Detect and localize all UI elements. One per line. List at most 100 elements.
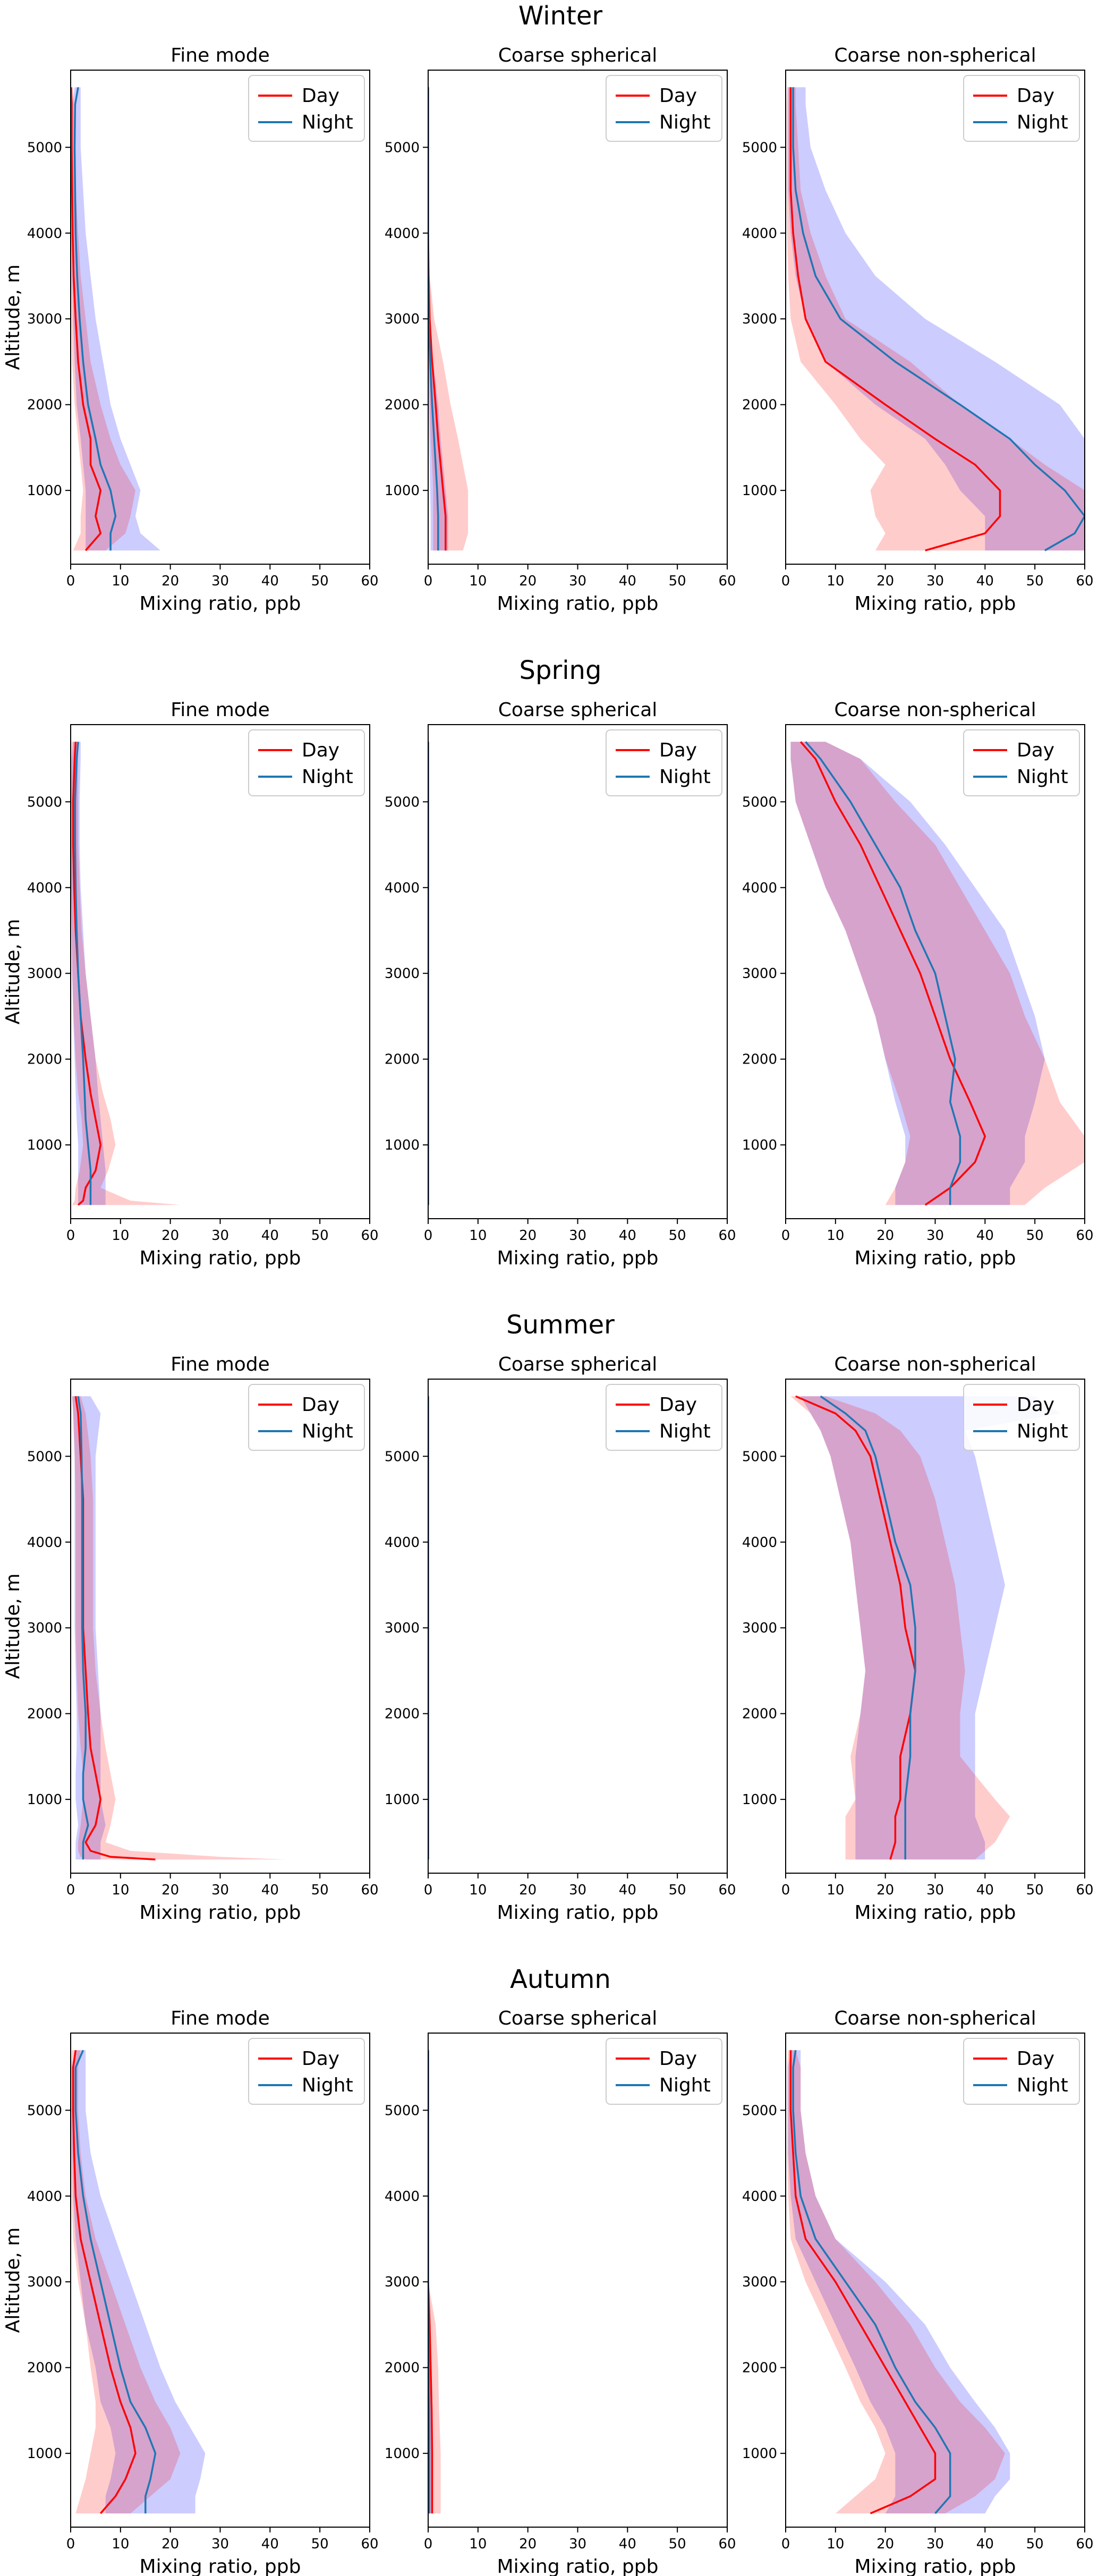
x-tick-label: 40 [619, 2536, 636, 2552]
series-line-night [805, 741, 961, 1205]
x-tick-label: 10 [469, 2536, 487, 2552]
x-tick-label: 20 [161, 2536, 179, 2552]
panel-title: Coarse spherical [498, 699, 658, 721]
x-tick-label: 40 [619, 1228, 636, 1244]
x-tick-label: 10 [827, 2536, 844, 2552]
y-tick-label: 5000 [27, 140, 62, 156]
panel-title: Coarse spherical [498, 1354, 658, 1375]
legend-label-night: Night [302, 112, 353, 133]
y-tick-label: 2000 [27, 2360, 62, 2376]
plot-area [787, 2050, 1010, 2514]
x-tick-label: 0 [781, 1882, 790, 1898]
plot-area [72, 1396, 285, 1860]
band-night [71, 2050, 206, 2514]
y-tick-label: 1000 [742, 483, 777, 499]
x-axis-label: Mixing ratio, ppb [140, 2556, 301, 2576]
x-tick-label: 40 [261, 1228, 279, 1244]
y-tick-label: 2000 [27, 1052, 62, 1068]
x-axis-label: Mixing ratio, ppb [855, 1902, 1016, 1924]
legend-label-night: Night [1017, 112, 1068, 133]
band-night [788, 87, 1085, 551]
x-tick-label: 0 [424, 1882, 433, 1898]
axes-frame [70, 724, 370, 1219]
legend-box [963, 729, 1080, 796]
band-day [428, 87, 469, 551]
x-axis-label: Mixing ratio, ppb [497, 2556, 659, 2576]
y-tick-label: 1000 [27, 483, 62, 499]
series-line-day [71, 87, 102, 551]
x-tick-label: 60 [1076, 2536, 1093, 2552]
x-tick-label: 50 [669, 1228, 686, 1244]
legend-label-day: Day [1017, 1394, 1054, 1416]
axes-frame [428, 70, 728, 565]
legend: Day Night [606, 2038, 722, 2105]
x-tick-label: 40 [976, 2536, 994, 2552]
x-tick-label: 0 [781, 1228, 790, 1244]
panel-title: Coarse spherical [498, 45, 658, 66]
x-tick-label: 50 [669, 1882, 686, 1898]
band-day [71, 2050, 181, 2514]
y-tick-label: 4000 [27, 2189, 62, 2205]
x-tick-label: 60 [361, 2536, 378, 2552]
legend-label-day: Day [659, 739, 697, 761]
x-tick-label: 40 [619, 573, 636, 589]
x-tick-label: 0 [424, 1228, 433, 1244]
x-tick-label: 0 [424, 2536, 433, 2552]
subplot-summer-2: 0 10 20 30 40 50 60 1000 2000 3000 4000 5000 Coarse … [385, 1354, 736, 1924]
y-tick-label: 5000 [27, 1449, 62, 1465]
series-line-day [795, 1395, 916, 1860]
panel-title: Fine mode [171, 45, 270, 66]
x-tick-label: 10 [112, 573, 129, 589]
x-tick-label: 20 [519, 573, 537, 589]
series-line-day [428, 87, 447, 551]
legend: Day Night [606, 1384, 722, 1451]
series-line-night [792, 2050, 951, 2514]
x-tick-label: 60 [361, 573, 378, 589]
x-tick-label: 40 [261, 2536, 279, 2552]
legend-box [248, 729, 365, 796]
y-tick-label: 5000 [27, 794, 62, 810]
x-tick-label: 50 [669, 2536, 686, 2552]
y-tick-label: 2000 [742, 1052, 777, 1068]
legend-label-night: Night [659, 766, 711, 788]
y-tick-label: 2000 [742, 397, 777, 413]
subplot-spring-3: 0 10 20 30 40 50 60 1000 2000 3000 4000 5000 Coarse … [742, 699, 1094, 1269]
series-line-night [428, 2050, 430, 2514]
series-line-night [77, 1396, 89, 1860]
x-tick-label: 30 [569, 1882, 586, 1898]
y-tick-label: 4000 [385, 1535, 420, 1551]
legend-label-day: Day [302, 85, 339, 107]
y-axis-label: Altitude, m [2, 2228, 24, 2333]
y-axis-label: Altitude, m [2, 919, 24, 1025]
x-tick-label: 20 [519, 2536, 537, 2552]
x-tick-label: 20 [161, 1228, 179, 1244]
x-tick-label: 0 [66, 1882, 75, 1898]
band-day [71, 742, 181, 1205]
legend-label-day: Day [1017, 2048, 1054, 2070]
legend-label-day: Day [1017, 85, 1054, 107]
y-tick-label: 2000 [385, 397, 420, 413]
x-tick-label: 30 [926, 1228, 944, 1244]
y-tick-label: 2000 [742, 1706, 777, 1722]
x-tick-label: 20 [519, 1882, 537, 1898]
panel-title: Coarse non-spherical [834, 699, 1036, 721]
x-tick-label: 30 [569, 573, 586, 589]
x-tick-label: 30 [569, 1228, 586, 1244]
legend-label-night: Night [659, 112, 711, 133]
legend-label-day: Day [1017, 739, 1054, 761]
x-tick-label: 30 [926, 1882, 944, 1898]
series-line-day [72, 2050, 137, 2514]
y-tick-label: 5000 [742, 1449, 777, 1465]
y-tick-label: 5000 [385, 2103, 420, 2119]
x-tick-label: 20 [519, 1228, 537, 1244]
legend-label-night: Night [659, 1421, 711, 1442]
y-tick-label: 4000 [742, 226, 777, 242]
x-axis-label: Mixing ratio, ppb [855, 2556, 1016, 2576]
legend-label-night: Night [302, 766, 353, 788]
x-axis-label: Mixing ratio, ppb [855, 593, 1016, 615]
legend-label-night: Night [1017, 2075, 1068, 2096]
x-tick-label: 30 [926, 573, 944, 589]
band-day [790, 1396, 1010, 1860]
series-line-night [74, 2050, 157, 2514]
